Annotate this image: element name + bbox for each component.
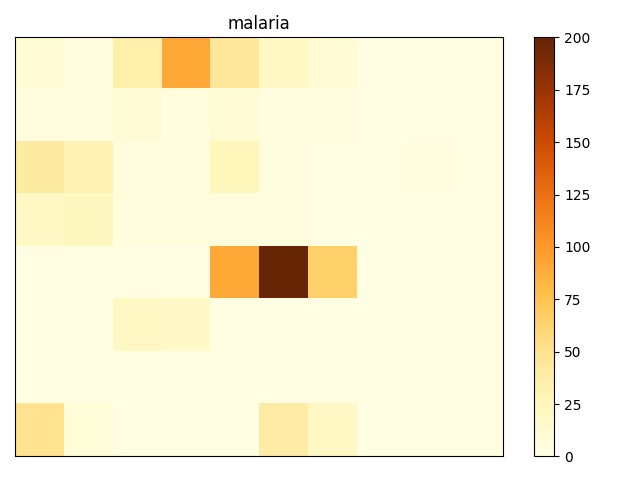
Title: malaria: malaria <box>228 15 291 33</box>
